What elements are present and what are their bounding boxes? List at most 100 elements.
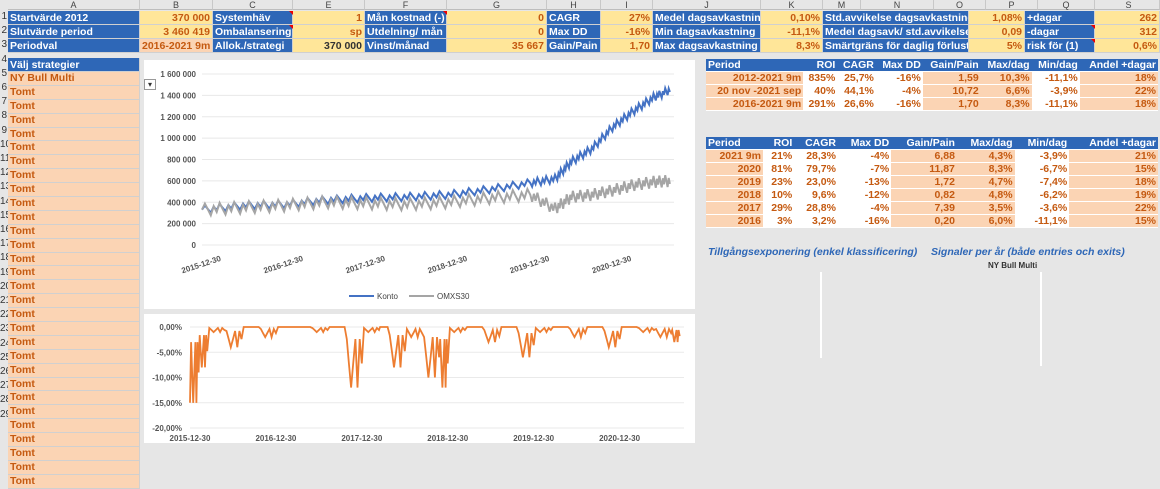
strategy-item[interactable]: Tomt: [8, 169, 140, 184]
strategy-item[interactable]: Tomt: [8, 349, 140, 364]
column-header-f[interactable]: F: [365, 0, 447, 10]
table-header[interactable]: Max DD: [837, 137, 892, 150]
table-cell[interactable]: -7,4%: [1014, 175, 1070, 189]
table-cell[interactable]: 7,39: [891, 201, 957, 215]
strategy-item[interactable]: Tomt: [8, 308, 140, 323]
table-cell[interactable]: 28,3%: [794, 149, 838, 163]
table-header[interactable]: ROI: [762, 137, 795, 150]
param-cell[interactable]: Startvärde 2012: [8, 11, 140, 25]
row-number[interactable]: 28: [0, 394, 8, 406]
param-cell[interactable]: Gain/Pain: [547, 39, 601, 53]
column-header-h[interactable]: H: [547, 0, 601, 10]
table-cell[interactable]: 18%: [1079, 97, 1158, 111]
table-header[interactable]: Max/dag: [956, 137, 1015, 150]
param-cell[interactable]: Systemhäv: [213, 11, 293, 25]
strategy-item[interactable]: Tomt: [8, 433, 140, 448]
table-header[interactable]: CAGR: [794, 137, 838, 150]
table-cell[interactable]: -4%: [837, 149, 892, 163]
param-cell[interactable]: 0,09: [969, 25, 1025, 39]
param-cell[interactable]: 3 460 419: [140, 25, 213, 39]
strategy-item[interactable]: Tomt: [8, 377, 140, 392]
table-cell[interactable]: -16%: [875, 71, 923, 85]
table-cell[interactable]: 1,59: [922, 71, 981, 85]
table-cell[interactable]: 2012-2021 9m: [706, 71, 804, 85]
row-number[interactable]: 9: [1, 124, 7, 136]
strategy-item[interactable]: Tomt: [8, 391, 140, 406]
table-cell[interactable]: -16%: [875, 97, 923, 111]
column-header-k[interactable]: K: [761, 0, 823, 10]
table-cell[interactable]: 15%: [1069, 214, 1158, 228]
table-cell[interactable]: 6,0%: [956, 214, 1015, 228]
param-cell[interactable]: 27%: [601, 11, 653, 25]
row-number[interactable]: 22: [0, 309, 8, 321]
param-cell[interactable]: Medel dagsavk/ std.avvikelse: [823, 25, 969, 39]
table-cell[interactable]: 23%: [762, 175, 795, 189]
table-header[interactable]: Gain/Pain: [922, 59, 981, 72]
strategy-item[interactable]: NY Bull Multi: [8, 72, 140, 86]
table-cell[interactable]: 0,20: [891, 214, 957, 228]
row-number[interactable]: 8: [1, 110, 7, 122]
param-cell[interactable]: 1: [293, 11, 365, 25]
param-cell[interactable]: risk för (1): [1025, 39, 1095, 53]
row-number[interactable]: 25: [0, 351, 8, 363]
table-cell[interactable]: -12%: [837, 188, 892, 202]
strategy-item[interactable]: Tomt: [8, 322, 140, 336]
column-header-p[interactable]: P: [986, 0, 1038, 10]
param-cell[interactable]: 1,08%: [969, 11, 1025, 25]
table-header[interactable]: Andel +dagar: [1079, 59, 1158, 72]
row-number[interactable]: 23: [0, 323, 8, 335]
table-header[interactable]: Gain/Pain: [891, 137, 957, 150]
table-header[interactable]: ROI: [803, 59, 838, 72]
table-cell[interactable]: 2020: [706, 162, 763, 176]
table-cell[interactable]: -16%: [837, 214, 892, 228]
table-cell[interactable]: 2016: [706, 214, 763, 228]
param-cell[interactable]: Medel dagsavkastning: [653, 11, 761, 25]
table-cell[interactable]: 3,5%: [956, 201, 1015, 215]
param-cell[interactable]: Std.avvikelse dagsavkastning: [823, 11, 969, 25]
table-cell[interactable]: 18%: [1079, 71, 1158, 85]
row-number[interactable]: 29: [0, 408, 8, 420]
row-number[interactable]: 15: [0, 209, 8, 221]
strategy-item[interactable]: Tomt: [8, 266, 140, 281]
strategy-item[interactable]: Tomt: [8, 99, 140, 114]
table-cell[interactable]: 23,0%: [794, 175, 838, 189]
table-cell[interactable]: -6,7%: [1014, 162, 1070, 176]
param-cell[interactable]: 0,10%: [761, 11, 823, 25]
table-header[interactable]: Min/dag: [1014, 137, 1070, 150]
row-number[interactable]: 14: [0, 195, 8, 207]
strategy-item[interactable]: Tomt: [8, 141, 140, 156]
strategy-item[interactable]: Tomt: [8, 224, 140, 239]
strategy-item[interactable]: Tomt: [8, 294, 140, 309]
column-header-i[interactable]: I: [601, 0, 653, 10]
row-number[interactable]: 11: [0, 153, 8, 164]
row-number[interactable]: 12: [0, 167, 8, 179]
row-number[interactable]: 18: [0, 252, 8, 264]
table-cell[interactable]: 9,6%: [794, 188, 838, 202]
strategy-item[interactable]: Tomt: [8, 127, 140, 142]
table-cell[interactable]: 40%: [803, 84, 838, 98]
table-cell[interactable]: 1,70: [922, 97, 981, 111]
row-number[interactable]: 6: [1, 82, 7, 93]
strategy-item[interactable]: Tomt: [8, 405, 140, 420]
table-cell[interactable]: 8,3%: [956, 162, 1015, 176]
param-cell[interactable]: Slutvärde period: [8, 25, 140, 39]
column-header-e[interactable]: E: [293, 0, 365, 10]
table-cell[interactable]: 15%: [1069, 162, 1158, 176]
strategy-item[interactable]: Tomt: [8, 460, 140, 475]
param-cell[interactable]: 262: [1095, 11, 1160, 25]
table-header[interactable]: Min/dag: [1031, 59, 1080, 72]
table-cell[interactable]: 0,82: [891, 188, 957, 202]
row-number[interactable]: 19: [0, 266, 8, 278]
param-cell[interactable]: Min dagsavkastning: [653, 25, 761, 39]
row-number[interactable]: 5: [1, 67, 7, 79]
table-cell[interactable]: 10,3%: [980, 71, 1032, 85]
table-cell[interactable]: 2017: [706, 201, 763, 215]
table-cell[interactable]: -7%: [837, 162, 892, 176]
table-cell[interactable]: 25,7%: [837, 71, 876, 85]
table-cell[interactable]: 10,72: [922, 84, 981, 98]
strategy-item[interactable]: Tomt: [8, 238, 140, 253]
param-cell[interactable]: 8,3%: [761, 39, 823, 53]
row-number[interactable]: 1: [1, 11, 7, 22]
table-cell[interactable]: -11,1%: [1014, 214, 1070, 228]
param-cell[interactable]: Mån kostnad (-): [365, 11, 447, 25]
